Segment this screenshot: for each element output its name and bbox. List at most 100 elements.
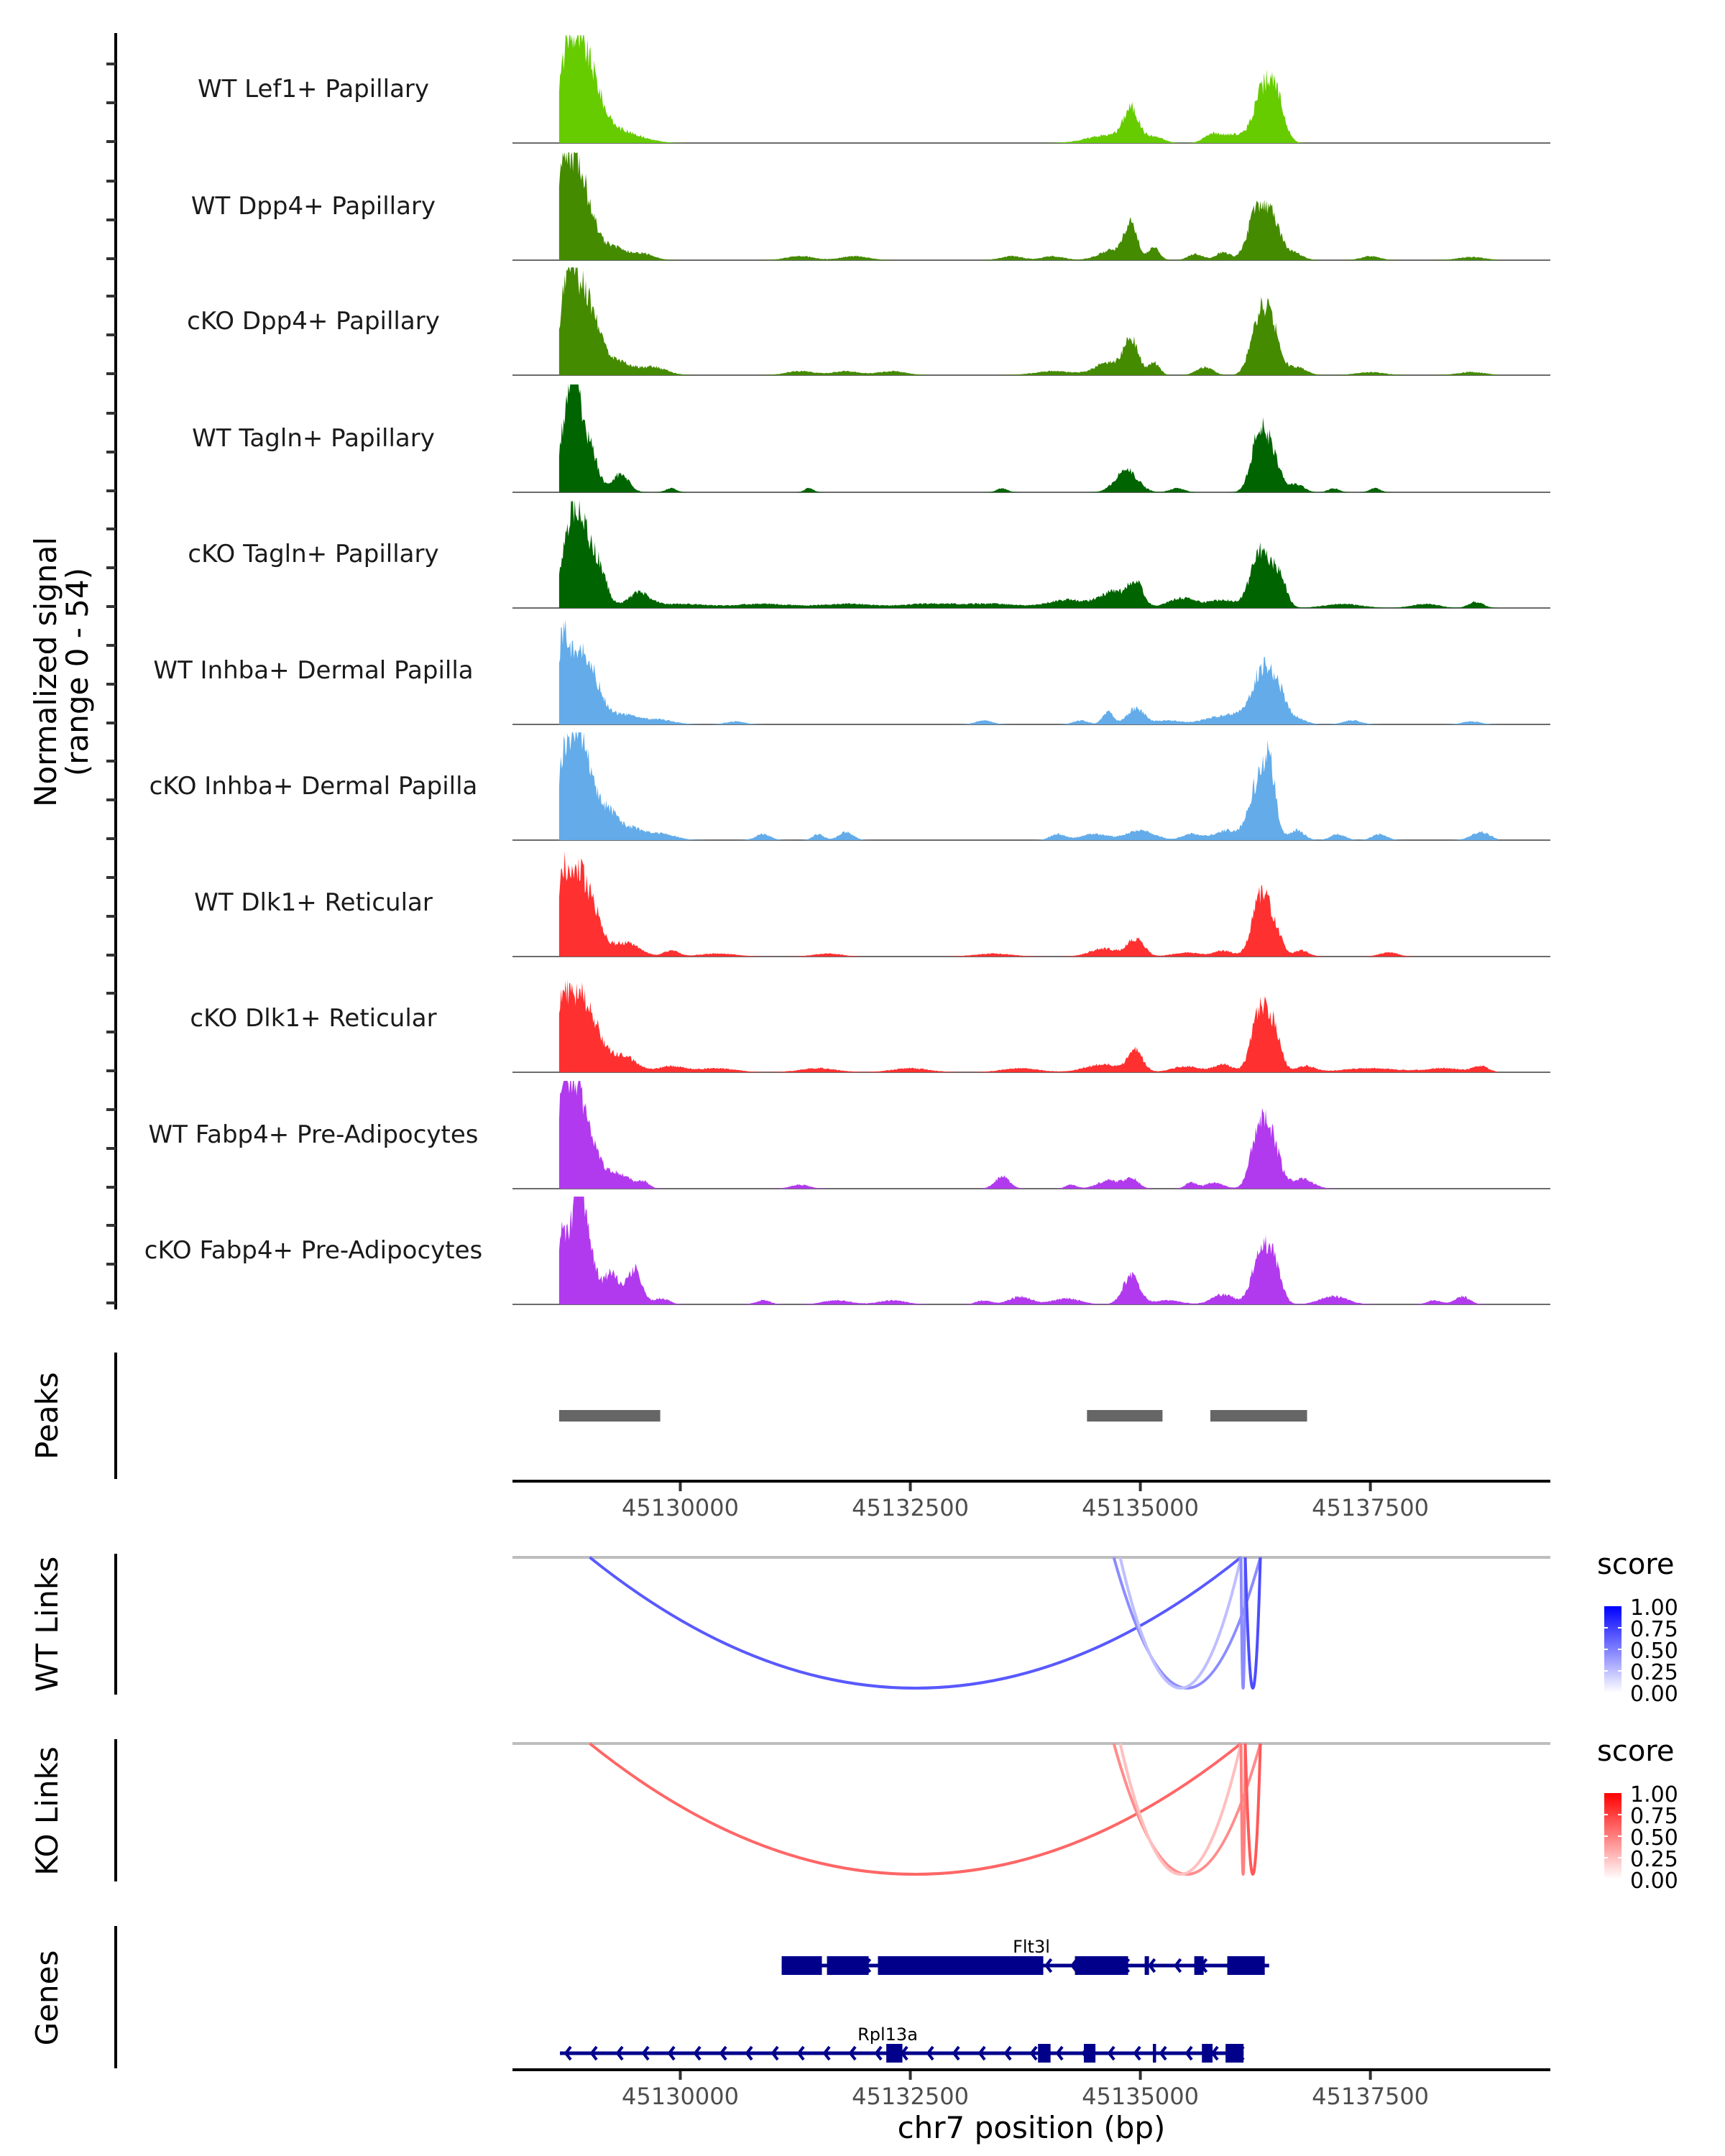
strand-arrow-icon — [978, 2045, 986, 2061]
track-label: WT Tagln+ Papillary — [192, 424, 435, 453]
track-label: cKO Tagln+ Papillary — [188, 540, 438, 568]
x-tick-label: 45130000 — [622, 1494, 739, 1521]
legend-tick-label: 0.75 — [1630, 1804, 1678, 1829]
x-tick-label: 45137500 — [1312, 2083, 1429, 2110]
strand-arrow-icon — [693, 2045, 702, 2061]
strand-arrow-icon — [641, 2045, 650, 2061]
strand-arrow-icon — [719, 2045, 727, 2061]
signal-area-wt-fabp4-pre-adipocytes — [558, 1081, 1499, 1189]
legend-tick-label: 0.25 — [1630, 1847, 1678, 1872]
link-arc — [1239, 1743, 1247, 1876]
x-tick-label: 45135000 — [1082, 2083, 1199, 2110]
gene-rpl13a: Rpl13a — [560, 2024, 1245, 2063]
gene-label: Flt3l — [1013, 1937, 1050, 1957]
x-axis-title: chr7 position (bp) — [898, 2110, 1166, 2145]
legend-tick-label: 1.00 — [1630, 1782, 1678, 1807]
strand-arrow-icon — [564, 2045, 572, 2061]
legend-tick-label: 0.25 — [1630, 1660, 1678, 1685]
ko-links-arcs — [589, 1742, 1262, 1876]
exon-block — [1083, 2044, 1096, 2063]
legend-tick-label: 0.00 — [1630, 1869, 1678, 1894]
genes-panel-title: Genes — [29, 1950, 65, 2046]
exon-block — [1144, 1956, 1149, 1975]
track-label: WT Inhba+ Dermal Papilla — [153, 656, 473, 685]
track-label: cKO Dpp4+ Papillary — [187, 307, 440, 336]
strand-arrow-icon — [926, 2045, 934, 2061]
wt-legend-title: score — [1597, 1548, 1674, 1581]
signal-area-cko-fabp4-pre-adipocytes — [558, 1197, 1499, 1304]
ko-links-panel-title: KO Links — [29, 1746, 65, 1876]
strand-arrow-icon — [874, 2045, 883, 2061]
signal-area-cko-dpp4-papillary — [558, 267, 1499, 375]
wt-links-panel-title: WT Links — [29, 1557, 65, 1692]
strand-arrow-icon — [1148, 1958, 1156, 1973]
exon-block — [878, 1956, 1044, 1975]
strand-arrow-icon — [1003, 2045, 1012, 2061]
peak-bars — [558, 1410, 1307, 1422]
peak-bar — [1087, 1410, 1163, 1422]
track-label: WT Lef1+ Papillary — [198, 75, 429, 103]
track-label: cKO Fabp4+ Pre-Adipocytes — [144, 1236, 483, 1265]
legend-tick-label: 0.75 — [1630, 1617, 1678, 1642]
link-arc — [1112, 1557, 1262, 1690]
link-arc — [589, 1556, 1242, 1690]
strand-arrow-icon — [1133, 2045, 1141, 2061]
strand-arrow-icon — [1174, 1958, 1182, 1973]
ko-legend-title: score — [1597, 1735, 1674, 1768]
gene-label: Rpl13a — [857, 2024, 918, 2045]
strand-arrow-icon — [589, 2045, 598, 2061]
wt-links-score-legend: score 1.000.750.500.250.00 — [1597, 1548, 1678, 1707]
exon-block — [1227, 1956, 1265, 1975]
strand-arrow-icon — [1029, 2045, 1038, 2061]
signal-tracks — [512, 35, 1550, 1305]
strand-arrow-icon — [615, 2045, 624, 2061]
strand-arrow-icon — [1184, 2045, 1193, 2061]
y-axis-title-line2: (range 0 - 54) — [60, 568, 95, 776]
link-arc — [1243, 1743, 1262, 1876]
signal-area-wt-lef1-papillary — [558, 35, 1499, 143]
x-axis-top-ticks: 45130000 45132500 45135000 45137500 — [622, 1483, 1429, 1521]
x-axis-bottom-ticks: 45130000 45132500 45135000 45137500 — [622, 2071, 1429, 2110]
x-tick-label: 45137500 — [1312, 1494, 1429, 1521]
strand-arrow-icon — [1055, 2045, 1064, 2061]
signal-area-wt-dlk1-reticular — [558, 851, 1499, 957]
strand-arrow-icon — [1107, 2045, 1116, 2061]
exon-block — [1038, 2044, 1051, 2063]
legend-tick-label: 0.50 — [1630, 1639, 1678, 1664]
link-arc — [1118, 1743, 1243, 1876]
exon-block — [1202, 2044, 1213, 2063]
legend-tick-label: 0.50 — [1630, 1825, 1678, 1851]
signal-area-cko-inhba-dermal-papilla — [558, 732, 1499, 840]
track-label: WT Dlk1+ Reticular — [194, 888, 433, 917]
x-tick-label: 45132500 — [852, 2083, 969, 2110]
signal-area-wt-dpp4-papillary — [558, 152, 1499, 260]
exon-block — [1152, 2044, 1156, 2063]
exon-block — [1225, 2044, 1244, 2063]
link-arc — [1243, 1557, 1262, 1690]
signal-y-axis-ticks — [106, 63, 116, 1304]
strand-arrow-icon — [796, 2045, 805, 2061]
strand-arrow-icon — [770, 2045, 779, 2061]
strand-arrow-icon — [952, 2045, 960, 2061]
signal-area-cko-tagln-papillary — [558, 500, 1499, 608]
legend-tick-label: 1.00 — [1630, 1595, 1678, 1621]
gene-flt3l: Flt3l — [781, 1937, 1269, 1975]
track-label: cKO Inhba+ Dermal Papilla — [150, 772, 478, 801]
strand-arrow-icon — [667, 2045, 676, 2061]
exon-block — [1194, 1956, 1204, 1975]
strand-arrow-icon — [1044, 1958, 1053, 1973]
link-arc — [1239, 1557, 1247, 1690]
link-arc — [1118, 1557, 1243, 1690]
track-label: WT Fabp4+ Pre-Adipocytes — [149, 1120, 479, 1149]
strand-arrow-icon — [848, 2045, 857, 2061]
signal-area-cko-dlk1-reticular — [558, 980, 1499, 1072]
link-arc — [1112, 1743, 1262, 1876]
strand-arrow-icon — [822, 2045, 831, 2061]
y-axis-title-line1: Normalized signal — [28, 537, 63, 807]
x-tick-label: 45135000 — [1082, 1494, 1199, 1521]
strand-arrow-icon — [1159, 2045, 1167, 2061]
wt-legend-ticks: 1.000.750.500.250.00 — [1604, 1595, 1678, 1707]
link-arc — [589, 1742, 1242, 1876]
wt-links-arcs — [589, 1556, 1262, 1690]
track-label: cKO Dlk1+ Reticular — [190, 1004, 436, 1033]
